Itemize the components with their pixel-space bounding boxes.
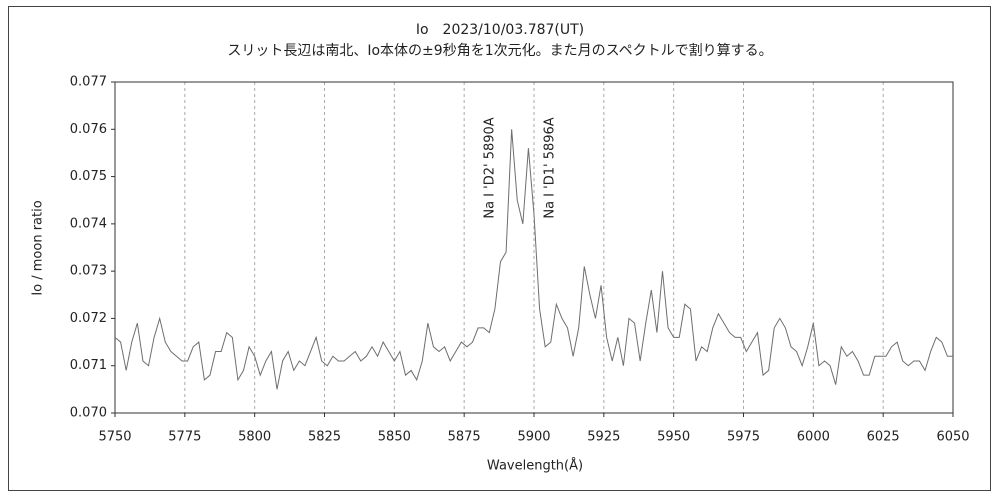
x-tick-label: 5925 (587, 430, 620, 445)
x-tick-label: 5900 (517, 430, 550, 445)
y-tick-label: 0.072 (70, 311, 107, 326)
x-tick-label: 5775 (168, 430, 201, 445)
y-tick-label: 0.077 (70, 75, 107, 90)
x-tick-label: 5825 (308, 430, 341, 445)
x-axis-label: Wavelength(Å) (487, 458, 583, 474)
x-tick-label: 5800 (238, 430, 271, 445)
x-tick-label: 5975 (727, 430, 760, 445)
spectrum-line (114, 129, 953, 390)
y-tick-label: 0.074 (70, 216, 107, 231)
x-tick-label: 6025 (867, 430, 900, 445)
chart-subtitle: スリット長辺は南北、Io本体の±9秒角を1次元化。また月のスペクトルで割り算する… (227, 42, 772, 59)
y-tick-label: 0.075 (70, 169, 107, 184)
plot-area (114, 81, 954, 414)
x-tick-label: 5850 (378, 430, 411, 445)
y-tick-label: 0.070 (70, 406, 107, 421)
y-tick-label: 0.073 (70, 264, 107, 279)
frame (8, 6, 991, 491)
x-tick-label: 6050 (936, 430, 969, 445)
annotation: Na I 'D1' 5896A (543, 117, 558, 218)
chart-title: Io 2023/10/03.787(UT) (416, 22, 584, 38)
annotation: Na I 'D2' 5890A (483, 117, 498, 218)
x-tick-label: 5875 (448, 430, 481, 445)
x-tick-label: 5750 (98, 430, 131, 445)
y-axis-label: Io / moon ratio (31, 200, 46, 295)
y-tick-label: 0.071 (70, 358, 107, 373)
x-tick-label: 6000 (797, 430, 830, 445)
y-tick-label: 0.076 (70, 122, 107, 137)
x-tick-label: 5950 (657, 430, 690, 445)
